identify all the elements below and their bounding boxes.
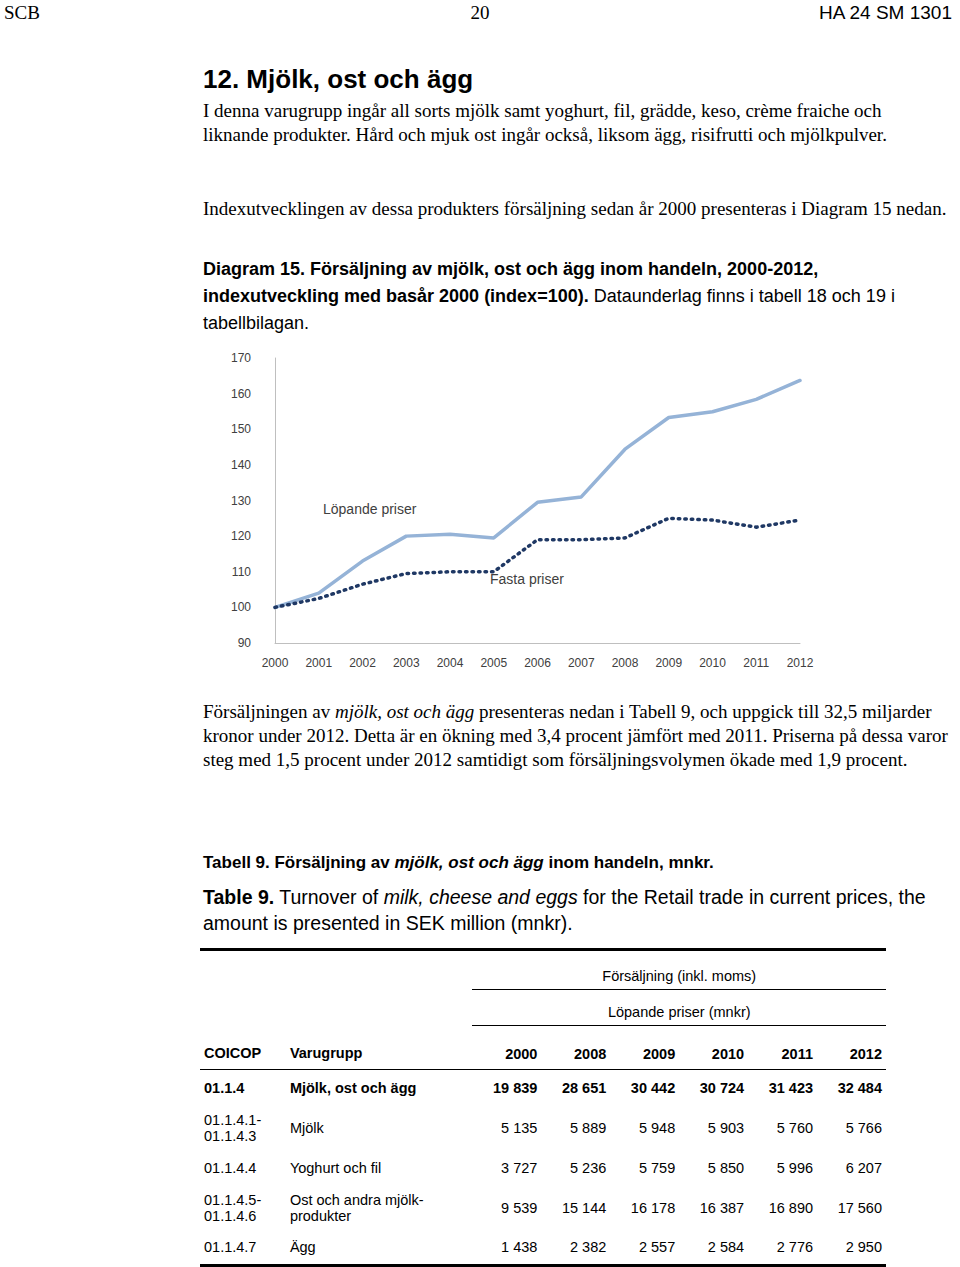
html-text:Varugrupp: Varugrupp: [289, 1045, 363, 1062]
svg-text:2009: 2009: [655, 656, 682, 670]
svg-text:120: 120: [231, 529, 251, 543]
svg-text:2008: 2008: [612, 656, 639, 670]
html-text:5 903: 5 903: [707, 1119, 745, 1136]
html-text:2009: 2009: [642, 1045, 676, 1062]
html-text:2 584: 2 584: [707, 1238, 745, 1255]
html-text:5 135: 5 135: [501, 1119, 538, 1136]
svg-text:110: 110: [232, 565, 251, 579]
html-text:2012: 2012: [849, 1045, 882, 1062]
svg-text:100: 100: [231, 600, 251, 614]
html-text:Mjölk: Mjölk: [289, 1119, 324, 1136]
html-text:01.1.4.4: 01.1.4.4: [204, 1159, 257, 1176]
svg-text:2003: 2003: [393, 656, 420, 670]
html-text:2 557: 2 557: [638, 1238, 676, 1255]
svg-text:2007: 2007: [568, 656, 595, 670]
html-text:Tabell 9. Försäljning av mjölk: Tabell 9. Försäljning av mjölk, ost och …: [203, 853, 714, 872]
svg-text:2010: 2010: [699, 656, 726, 670]
html-text:01.1.4.5-: 01.1.4.5-: [204, 1191, 262, 1208]
html-text:2 950: 2 950: [845, 1238, 882, 1255]
html-text:20: 20: [470, 2, 490, 23]
html-text:I denna varugrupp ingår all so: I denna varugrupp ingår all sorts mjölk …: [203, 100, 887, 145]
html-text:30 724: 30 724: [699, 1079, 745, 1096]
html-text:16 178: 16 178: [630, 1199, 676, 1216]
html-text:Ägg: Ägg: [289, 1238, 316, 1255]
html-text:16 387: 16 387: [699, 1199, 745, 1216]
html-text:15 144: 15 144: [561, 1199, 607, 1216]
html-text:01.1.4.7: 01.1.4.7: [204, 1238, 257, 1255]
svg-text:2012: 2012: [787, 656, 814, 670]
html-text:2 382: 2 382: [570, 1238, 607, 1255]
svg-text:2011: 2011: [743, 656, 769, 670]
html-text:2011: 2011: [781, 1045, 813, 1062]
html-text:01.1.4.3: 01.1.4.3: [204, 1127, 257, 1144]
html-text:Indexutvecklingen av dessa pro: Indexutvecklingen av dessa produkters fö…: [203, 198, 947, 219]
html-text:1 438: 1 438: [501, 1238, 538, 1255]
html-text:5 760: 5 760: [776, 1119, 813, 1136]
svg-text:140: 140: [231, 458, 251, 472]
html-text:16 890: 16 890: [768, 1199, 813, 1216]
html-text:5 759: 5 759: [638, 1159, 676, 1176]
html-text:Yoghurt och fil: Yoghurt och fil: [289, 1159, 382, 1176]
svg-text:160: 160: [231, 387, 251, 401]
html-text:5 996: 5 996: [776, 1159, 813, 1176]
html-text:5 889: 5 889: [570, 1119, 607, 1136]
html-text:Försäljning (inkl. moms): Försäljning (inkl. moms): [602, 968, 757, 984]
html-text:6 207: 6 207: [845, 1159, 882, 1176]
svg-text:2001: 2001: [305, 656, 332, 670]
html-text:12. Mjölk, ost och ägg: 12. Mjölk, ost och ägg: [203, 64, 474, 94]
svg-text:130: 130: [231, 494, 251, 508]
html-text:Försäljningen av mjölk, ost oc: Försäljningen av mjölk, ost och ägg pres…: [203, 701, 948, 770]
svg-text:150: 150: [231, 422, 251, 436]
svg-text:2005: 2005: [480, 656, 507, 670]
html-text:30 442: 30 442: [630, 1079, 676, 1096]
html-text:01.1.4.6: 01.1.4.6: [204, 1207, 257, 1224]
html-text:2008: 2008: [574, 1045, 607, 1062]
html-text:19 839: 19 839: [493, 1079, 538, 1096]
html-text:31 423: 31 423: [768, 1079, 813, 1096]
html-text:5 948: 5 948: [638, 1119, 676, 1136]
html-text:17 560: 17 560: [837, 1199, 882, 1216]
html-text:Table 9. Turnover of milk, che: Table 9. Turnover of milk, cheese and eg…: [203, 886, 926, 934]
html-text:3 727: 3 727: [501, 1159, 538, 1176]
svg-text:170: 170: [231, 351, 251, 365]
html-text:Löpande priser (mnkr): Löpande priser (mnkr): [607, 1003, 751, 1020]
html-text:Mjölk, ost och ägg: Mjölk, ost och ägg: [289, 1079, 417, 1096]
html-text:SCB: SCB: [4, 2, 40, 23]
svg-text:2006: 2006: [524, 656, 551, 670]
svg-text:90: 90: [238, 636, 252, 650]
html-text:2010: 2010: [711, 1045, 745, 1062]
html-text:5 850: 5 850: [707, 1159, 745, 1176]
svg-text:Löpande priser: Löpande priser: [323, 501, 417, 517]
html-text:Ost och andra mjölk-: Ost och andra mjölk-: [289, 1191, 424, 1208]
html-text:01.1.4.1-: 01.1.4.1-: [204, 1111, 262, 1128]
html-text:2000: 2000: [505, 1045, 538, 1062]
svg-text:2000: 2000: [262, 656, 289, 670]
svg-text:Fasta priser: Fasta priser: [490, 571, 564, 587]
html-text:HA 24 SM 1301: HA 24 SM 1301: [818, 2, 952, 23]
html-text:5 236: 5 236: [570, 1159, 607, 1176]
html-text:COICOP: COICOP: [204, 1045, 262, 1062]
html-text:produkter: produkter: [289, 1207, 352, 1224]
svg-text:2004: 2004: [437, 656, 464, 670]
html-text:32 484: 32 484: [837, 1079, 882, 1096]
html-text:Diagram 15. Försäljning av mjö: Diagram 15. Försäljning av mjölk, ost oc…: [203, 259, 895, 333]
html-text:5 766: 5 766: [845, 1119, 882, 1136]
html-text:01.1.4: 01.1.4: [204, 1079, 245, 1096]
svg-text:2002: 2002: [349, 656, 376, 670]
html-text:2 776: 2 776: [776, 1238, 813, 1255]
html-text:28 651: 28 651: [561, 1079, 607, 1096]
html-text:9 539: 9 539: [501, 1199, 538, 1216]
